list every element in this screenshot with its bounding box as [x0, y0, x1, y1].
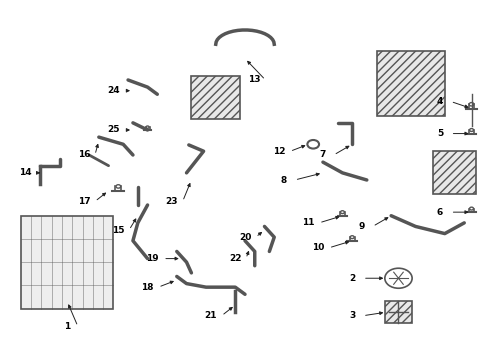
Text: 21: 21: [205, 311, 217, 320]
Text: 19: 19: [146, 254, 159, 263]
Text: 13: 13: [248, 76, 261, 85]
Text: 16: 16: [78, 150, 91, 159]
Bar: [385, 301, 412, 323]
Text: 8: 8: [281, 176, 287, 185]
Bar: [192, 76, 240, 119]
Text: 6: 6: [437, 208, 443, 217]
Text: 11: 11: [302, 219, 315, 228]
Text: 10: 10: [312, 243, 324, 252]
Text: 25: 25: [107, 126, 120, 135]
Text: 18: 18: [141, 283, 154, 292]
Text: 24: 24: [107, 86, 120, 95]
Text: 1: 1: [64, 322, 70, 331]
Text: 9: 9: [359, 222, 365, 231]
Text: 2: 2: [349, 274, 355, 283]
Bar: [433, 152, 476, 194]
Bar: [21, 216, 114, 309]
Text: 4: 4: [437, 97, 443, 106]
Text: 23: 23: [166, 197, 178, 206]
Text: 7: 7: [320, 150, 326, 159]
Text: 17: 17: [78, 197, 91, 206]
Text: 12: 12: [273, 147, 285, 156]
Bar: [376, 51, 445, 116]
Text: 5: 5: [437, 129, 443, 138]
Text: 14: 14: [20, 168, 32, 177]
Text: 20: 20: [239, 233, 251, 242]
Text: 22: 22: [229, 254, 242, 263]
Text: 15: 15: [112, 225, 124, 234]
Text: 3: 3: [349, 311, 355, 320]
